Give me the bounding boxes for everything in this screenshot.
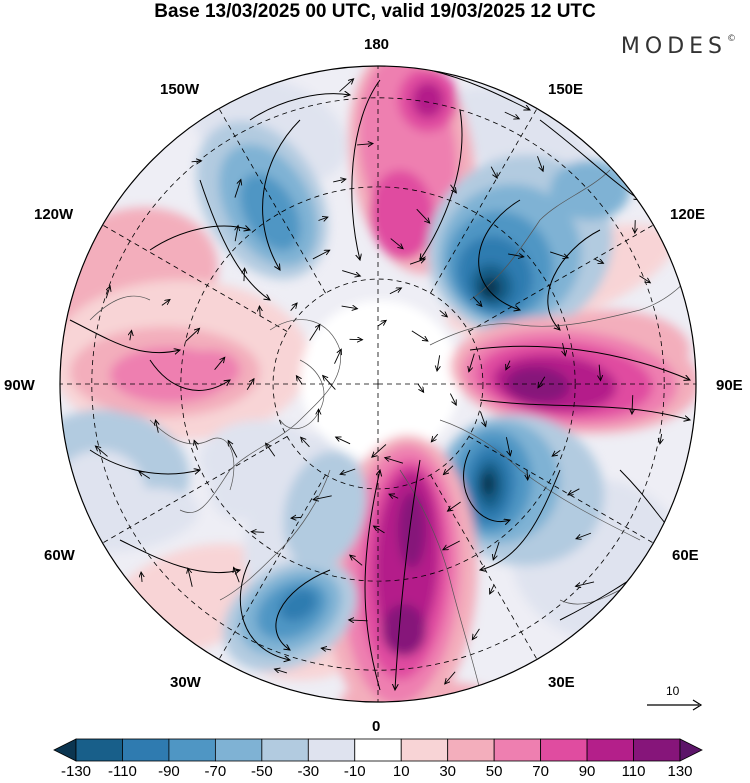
colorbar-tick-label: 50	[485, 763, 503, 780]
colorbar-bin	[540, 738, 588, 762]
lon-label-90e: 90E	[716, 377, 743, 394]
colorbar-bin	[633, 738, 681, 762]
colorbar-tick-label: 90	[578, 763, 596, 780]
colorbar-bin	[75, 738, 123, 762]
lon-label-150e: 150E	[548, 81, 584, 98]
colorbar-bin	[400, 738, 449, 762]
colorbar-tick-label: -10	[343, 763, 366, 780]
copyright-mark: ©	[727, 34, 736, 44]
colorbar-tick-label: 110	[621, 763, 646, 780]
lon-label-150w: 150W	[160, 81, 200, 98]
colorbar-tick-label: -90	[158, 763, 180, 780]
lon-label-120w: 120W	[34, 206, 74, 223]
colorbar-extend-high	[679, 738, 703, 762]
lon-label-120e: 120E	[670, 206, 706, 223]
anomaly-field	[60, 66, 696, 702]
streamlines	[69, 69, 690, 690]
colorbar-bin	[447, 738, 495, 762]
chart-title: Base 13/03/2025 00 UTC, valid 19/03/2025…	[154, 1, 596, 22]
lon-label-60w: 60W	[44, 547, 75, 564]
colorbar-bin	[214, 738, 263, 762]
colorbar-bin	[493, 738, 542, 762]
colorbar-extend-low	[53, 738, 77, 762]
colorbar-bin	[168, 738, 216, 762]
vector-scale-arrow	[647, 699, 703, 711]
lon-label-30w: 30W	[170, 674, 201, 691]
colorbar-bin	[307, 738, 356, 762]
colorbar-bin	[261, 738, 309, 762]
lon-label-0: 0	[372, 718, 381, 735]
brand-text: MODES	[620, 34, 727, 59]
colorbar-tick-label: -50	[251, 763, 273, 780]
colorbar-tick-label: -70	[204, 763, 227, 780]
colorbar-bin	[122, 738, 170, 762]
colorbar-tick-label: 70	[532, 763, 549, 780]
lon-label-90w: 90W	[4, 377, 35, 394]
colorbar-tick-label: -130	[60, 763, 92, 780]
colorbar-tick-label: -30	[297, 763, 320, 780]
colorbar-tick-label: -110	[107, 763, 137, 780]
lon-label-30e: 30E	[548, 674, 575, 691]
graticule	[60, 66, 696, 702]
map-border	[59, 65, 697, 703]
colorbar-bin	[586, 738, 634, 762]
colorbar-tick-label: 10	[392, 763, 410, 780]
colorbar	[53, 738, 703, 762]
colorbar-bin	[354, 738, 402, 762]
brand-logo: MODES©	[621, 34, 736, 59]
lon-label-180: 180	[364, 36, 390, 53]
colorbar-tick-label: 30	[439, 763, 457, 780]
vector-scale-label: 10	[666, 684, 680, 698]
lon-label-60e: 60E	[672, 547, 699, 564]
colorbar-tick-label: 130	[667, 763, 693, 780]
